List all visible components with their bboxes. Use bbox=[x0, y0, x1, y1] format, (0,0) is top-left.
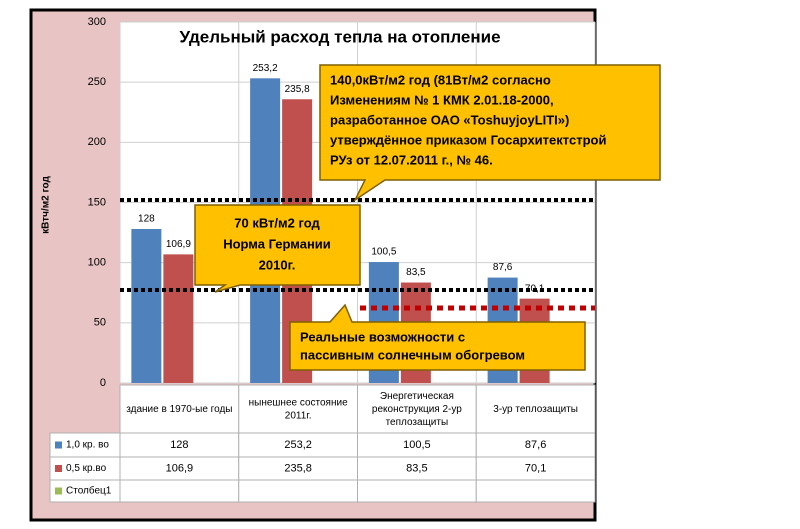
annotation-text: Норма Германии bbox=[223, 236, 331, 251]
table-cell bbox=[238, 384, 358, 434]
annotation-text: 2010г. bbox=[259, 257, 296, 272]
table-value: 100,5 bbox=[403, 439, 431, 451]
y-tick-label: 250 bbox=[88, 76, 106, 88]
chart-title: Удельный расход тепла на отопление bbox=[179, 27, 500, 46]
y-tick-label: 300 bbox=[88, 16, 106, 28]
callout bbox=[289, 303, 586, 371]
table-value: 128 bbox=[170, 439, 188, 451]
table-cell bbox=[475, 384, 596, 434]
annotation-text: пассивным солнечным обогревом bbox=[300, 347, 525, 362]
x-tick-label: Энергетическая реконструкция 2-ур теплозащ… bbox=[372, 391, 462, 428]
x-tick-label: 3-ур теплозащиты bbox=[493, 404, 578, 415]
table-cell bbox=[119, 384, 240, 434]
data-label: 87,6 bbox=[493, 262, 513, 273]
data-label: 128 bbox=[138, 214, 155, 225]
annotation-text: Реальные возможности с bbox=[300, 329, 465, 344]
annotation-text: Изменениям № 1 КМК 2.01.18-2000, bbox=[330, 92, 554, 107]
annotations: 140,0кВт/м2 год (81Вт/м2 согласно Изменен… bbox=[194, 64, 661, 371]
data-label: 83,5 bbox=[406, 267, 426, 278]
table-value: 83,5 bbox=[406, 462, 427, 474]
table-cell bbox=[475, 432, 596, 458]
table-value: 235,8 bbox=[284, 462, 312, 474]
y-tick-label: 100 bbox=[88, 257, 106, 269]
table-cell bbox=[119, 479, 240, 503]
annotation-text: разработанное ОАО «ToshuyjoyLITI») bbox=[330, 112, 569, 127]
data-label: 235,8 bbox=[285, 84, 310, 95]
table-value: 87,6 bbox=[525, 439, 546, 451]
legend-label: Столбец1 bbox=[66, 485, 112, 497]
table-cell bbox=[475, 479, 596, 503]
legend-swatch bbox=[55, 487, 62, 495]
data-label: 253,2 bbox=[253, 63, 278, 74]
table-cell bbox=[357, 432, 477, 458]
callout bbox=[194, 204, 361, 293]
table-cell bbox=[357, 479, 477, 503]
y-tick-label: 50 bbox=[94, 317, 106, 329]
legend-label: 1,0 кр. во bbox=[66, 440, 109, 451]
bar bbox=[131, 228, 162, 383]
annotation-text: РУз от 12.07.2011 г., № 46. bbox=[330, 152, 493, 167]
y-tick-label: 200 bbox=[88, 136, 106, 148]
annotation-text: утверждённое приказом Госархитектстрой bbox=[330, 132, 606, 147]
legend-label: 0,5 кр.во bbox=[66, 463, 107, 474]
table-cell bbox=[357, 384, 477, 434]
annotation-text: 140,0кВт/м2 год (81Вт/м2 согласно bbox=[330, 72, 551, 87]
callout bbox=[319, 64, 661, 203]
legend-swatch bbox=[55, 441, 62, 449]
y-axis-label: кВтч/м2 год bbox=[41, 176, 52, 234]
data-label: 100,5 bbox=[371, 247, 396, 258]
table-cell bbox=[119, 432, 240, 458]
table-value: 253,2 bbox=[284, 439, 312, 451]
y-tick-label: 150 bbox=[88, 196, 106, 208]
x-tick-label: здание в 1970-ые годы bbox=[126, 404, 232, 415]
annotation-text: 70 кВт/м2 год bbox=[234, 215, 320, 230]
data-label: 106,9 bbox=[166, 239, 191, 250]
x-tick-label: нынешнее состояние 2011г. bbox=[249, 397, 348, 421]
bar bbox=[163, 254, 194, 383]
table-cell bbox=[238, 479, 358, 503]
legend-swatch bbox=[55, 465, 62, 472]
table-value: 106,9 bbox=[166, 462, 194, 474]
table-value: 70,1 bbox=[525, 462, 546, 474]
y-tick-label: 0 bbox=[100, 377, 106, 389]
